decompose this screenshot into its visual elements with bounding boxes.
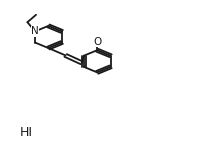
Text: HI: HI	[19, 126, 32, 139]
Text: N: N	[31, 26, 39, 36]
Text: O: O	[93, 37, 101, 47]
